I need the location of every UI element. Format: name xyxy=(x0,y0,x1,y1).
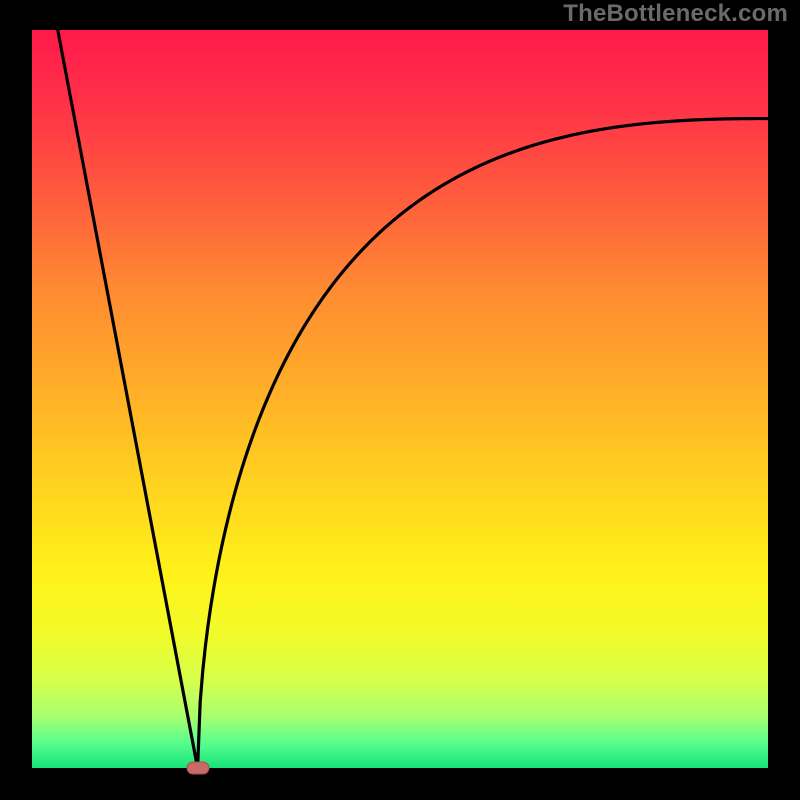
chart-frame: TheBottleneck.com xyxy=(0,0,800,800)
curve-path xyxy=(58,30,768,768)
minimum-marker-shape xyxy=(187,762,209,774)
watermark-text: TheBottleneck.com xyxy=(563,0,788,28)
minimum-marker xyxy=(183,758,213,778)
bottleneck-curve xyxy=(32,30,768,768)
